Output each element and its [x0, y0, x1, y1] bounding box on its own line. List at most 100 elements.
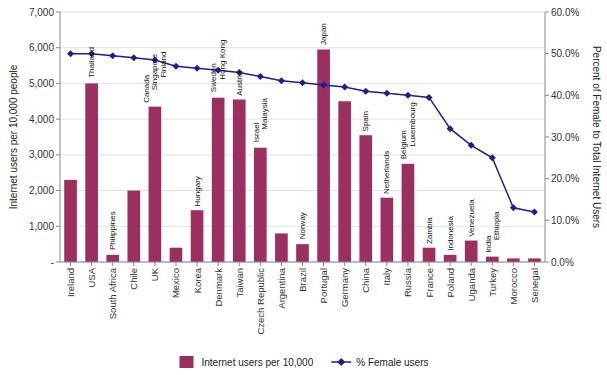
category-label: Russia	[402, 267, 413, 297]
bar	[486, 257, 499, 262]
tick-mark	[218, 262, 219, 266]
tick-mark	[545, 12, 549, 13]
legend: Internet users per 10,000% Female users	[180, 356, 429, 368]
tick-mark	[56, 262, 60, 263]
bar	[212, 98, 225, 262]
bar	[296, 244, 309, 262]
annotation: Indonesia	[446, 215, 455, 250]
tick-mark	[56, 12, 60, 13]
marker	[531, 209, 538, 216]
tick-mark	[281, 262, 282, 266]
annotation: Hong Kong	[218, 40, 227, 80]
axis-label: Percent of Female to Total Internet User…	[591, 46, 602, 228]
bar	[465, 241, 478, 262]
bar	[149, 107, 162, 262]
grid-line	[60, 47, 545, 48]
category-label: Morocco	[508, 268, 519, 304]
tick-label: 40.0%	[551, 90, 579, 101]
marker	[341, 84, 348, 91]
tick-mark	[91, 262, 92, 266]
bar	[381, 198, 394, 262]
marker	[172, 63, 179, 70]
bar	[402, 164, 415, 262]
grid-line	[60, 119, 545, 120]
annotation: Venezuela	[467, 199, 476, 237]
bar	[64, 180, 77, 262]
tick-mark	[175, 262, 176, 266]
tick-label: -	[51, 257, 54, 268]
tick-mark	[534, 262, 535, 266]
tick-mark	[112, 262, 113, 266]
bar	[233, 100, 246, 263]
annotation: Philippines	[108, 211, 117, 250]
marker	[383, 90, 390, 97]
tick-mark	[197, 262, 198, 266]
category-label: Poland	[445, 268, 456, 298]
tick-mark	[56, 226, 60, 227]
category-label: UK	[149, 267, 160, 281]
tick-label: 5,000	[29, 78, 54, 89]
legend-symbol	[180, 356, 194, 368]
tick-mark	[56, 47, 60, 48]
category-label: Mexico	[170, 268, 181, 298]
tick-mark	[545, 137, 549, 138]
category-label: Portugal	[318, 268, 329, 303]
marker	[426, 94, 433, 101]
category-label: Czech Republic	[255, 268, 266, 335]
tick-mark	[56, 119, 60, 120]
tick-label: 2,000	[29, 185, 54, 196]
category-label: China	[360, 267, 371, 293]
category-label: Italy	[381, 268, 392, 286]
bar	[507, 258, 520, 262]
tick-mark	[154, 262, 155, 266]
marker	[109, 52, 116, 59]
tick-mark	[365, 262, 366, 266]
tick-mark	[302, 262, 303, 266]
tick-label: 3,000	[29, 149, 54, 160]
bar	[191, 210, 204, 262]
marker	[320, 81, 327, 88]
axis-line	[545, 12, 546, 262]
tick-mark	[70, 262, 71, 266]
annotation: Netherlands	[382, 151, 391, 194]
tick-mark	[239, 262, 240, 266]
annotation: Spain	[361, 111, 370, 131]
tick-label: 7,000	[29, 7, 54, 18]
tick-mark	[56, 154, 60, 155]
category-label: Ireland	[65, 268, 76, 297]
tick-mark	[450, 262, 451, 266]
category-label: Korea	[192, 267, 203, 293]
marker	[404, 92, 411, 99]
annotation: Malaysia	[260, 98, 269, 130]
marker	[489, 154, 496, 161]
legend-label: % Female users	[356, 357, 428, 368]
annotation: Norway	[298, 212, 307, 239]
category-label: South Africa	[107, 267, 118, 319]
marker	[468, 142, 475, 149]
tick-label: 20.0%	[551, 173, 579, 184]
tick-label: 10.0%	[551, 215, 579, 226]
bar	[127, 191, 140, 262]
category-label: Turkey	[487, 268, 498, 297]
bar	[85, 83, 98, 262]
plot-area	[60, 12, 545, 262]
bar	[317, 50, 330, 263]
bar	[528, 258, 541, 262]
tick-mark	[344, 262, 345, 266]
tick-mark	[545, 220, 549, 221]
bar	[444, 255, 457, 262]
tick-label: 30.0%	[551, 132, 579, 143]
line	[71, 54, 535, 212]
tick-mark	[323, 262, 324, 266]
tick-mark	[492, 262, 493, 266]
marker	[130, 54, 137, 61]
tick-mark	[471, 262, 472, 266]
category-label: Brazil	[297, 268, 308, 292]
tick-mark	[545, 178, 549, 179]
tick-mark	[386, 262, 387, 266]
marker	[510, 204, 517, 211]
annotation: Finland	[159, 52, 168, 78]
bar	[359, 135, 372, 262]
annotation: Austria	[235, 70, 244, 95]
bar	[170, 248, 183, 262]
